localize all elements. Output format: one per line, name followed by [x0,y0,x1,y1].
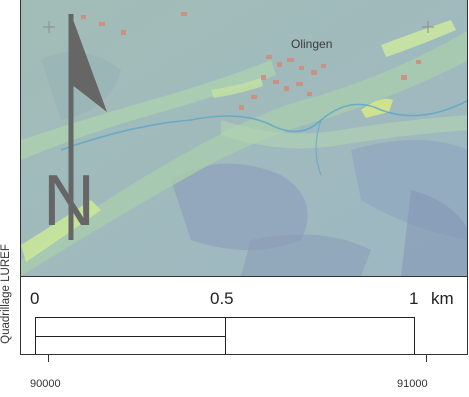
north-arrow-icon: N [43,14,107,241]
valley-band [21,31,467,276]
buildings [81,12,421,110]
scale-bar [35,317,415,354]
scale-label-mid: 0.5 [210,289,234,308]
relief-map: N [21,0,467,276]
crosshair-icon [43,21,55,33]
x-tick-mark [426,355,427,362]
scale-segment [35,317,226,337]
valley-band [221,115,467,149]
shaded-slope [171,163,308,250]
slope-highlight [381,20,456,57]
scale-label-end: 1 [409,289,419,308]
place-label: Olingen [291,37,333,51]
x-tick-mark [48,355,49,362]
north-letter: N [43,161,95,241]
stream [60,100,467,151]
scale-bar-panel: 0 0.5 1 km [21,276,467,354]
slope-highlight [211,78,263,98]
x-tick-label: 90000 [30,378,61,390]
scale-label-start: 0 [30,289,40,308]
shaded-slope [241,234,371,276]
scale-segment [225,317,415,354]
grid-axis-label: Quadrillage LUREF [0,244,12,344]
slope-highlight [21,200,101,262]
crosshair-icon [422,21,434,33]
x-tick-label: 91000 [397,378,428,390]
scale-segment [35,336,226,354]
valley-band [21,60,276,160]
scale-unit: km [431,289,454,308]
stream [315,119,322,176]
map-panel: N Olingen 0 0.5 1 km [20,0,468,355]
shaded-slope [401,190,467,276]
